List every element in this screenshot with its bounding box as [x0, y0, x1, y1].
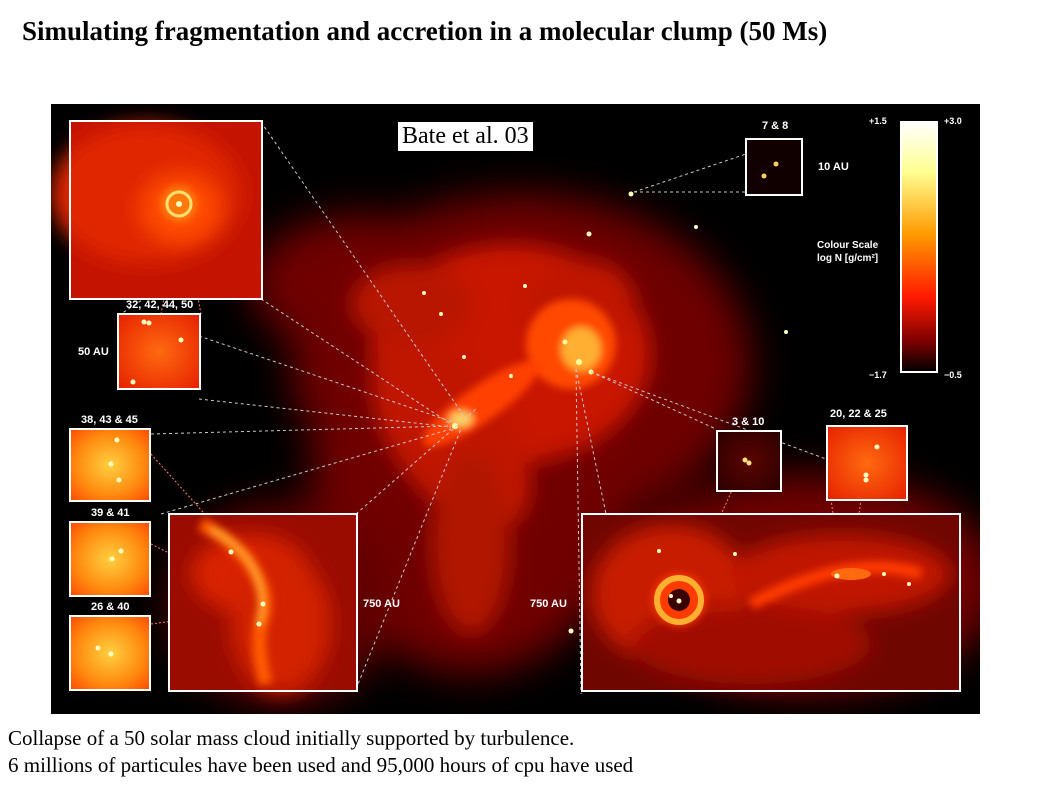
label-32-42-44-50: 32, 42, 44, 50 — [126, 299, 194, 311]
label-26-40: 26 & 40 — [91, 601, 130, 613]
caption: Collapse of a 50 solar mass cloud initia… — [8, 725, 633, 779]
simulation-image — [51, 120, 980, 704]
simulation-figure: Bate et al. 03 7 & 8 10 AU +1.5 +3.0 Col… — [51, 104, 980, 714]
inset-26-40 — [69, 615, 151, 691]
inset-32-42-44-50 — [117, 313, 201, 390]
label-50au: 50 AU — [78, 346, 109, 358]
scale-left-bottom: −1.7 — [869, 370, 887, 380]
label-750au-right: 750 AU — [530, 598, 567, 610]
colour-scale-bar — [900, 121, 938, 373]
inset-39-41 — [69, 521, 151, 597]
caption-line-2: 6 millions of particules have been used … — [8, 753, 634, 777]
inset-vortex-right — [581, 513, 961, 692]
scale-left-top: +1.5 — [869, 116, 887, 126]
scale-right-bottom: −0.5 — [944, 370, 962, 380]
colour-scale-units: log N [g/cm²] — [817, 253, 879, 264]
caption-line-1: Collapse of a 50 solar mass cloud initia… — [8, 726, 575, 750]
label-39-41: 39 & 41 — [91, 507, 130, 519]
label-750au-left: 750 AU — [363, 598, 400, 610]
citation-label: Bate et al. 03 — [398, 122, 533, 151]
inset-disc-zoom — [51, 120, 263, 300]
inset-3-10 — [716, 430, 782, 492]
inset-20-22-25 — [826, 425, 908, 501]
colour-scale-title: Colour Scale — [817, 240, 879, 251]
slide-title: Simulating fragmentation and accretion i… — [22, 16, 828, 46]
inset-38-43-45 — [69, 428, 151, 502]
label-3-10: 3 & 10 — [732, 416, 765, 428]
scale-right-top: +3.0 — [944, 116, 962, 126]
label-20-22-25: 20, 22 & 25 — [830, 408, 887, 420]
inset-7-8 — [745, 138, 803, 196]
label-10au: 10 AU — [818, 161, 849, 173]
inset-filament-left — [168, 513, 358, 694]
label-38-43-45: 38, 43 & 45 — [81, 414, 138, 426]
label-7-8: 7 & 8 — [762, 120, 789, 132]
